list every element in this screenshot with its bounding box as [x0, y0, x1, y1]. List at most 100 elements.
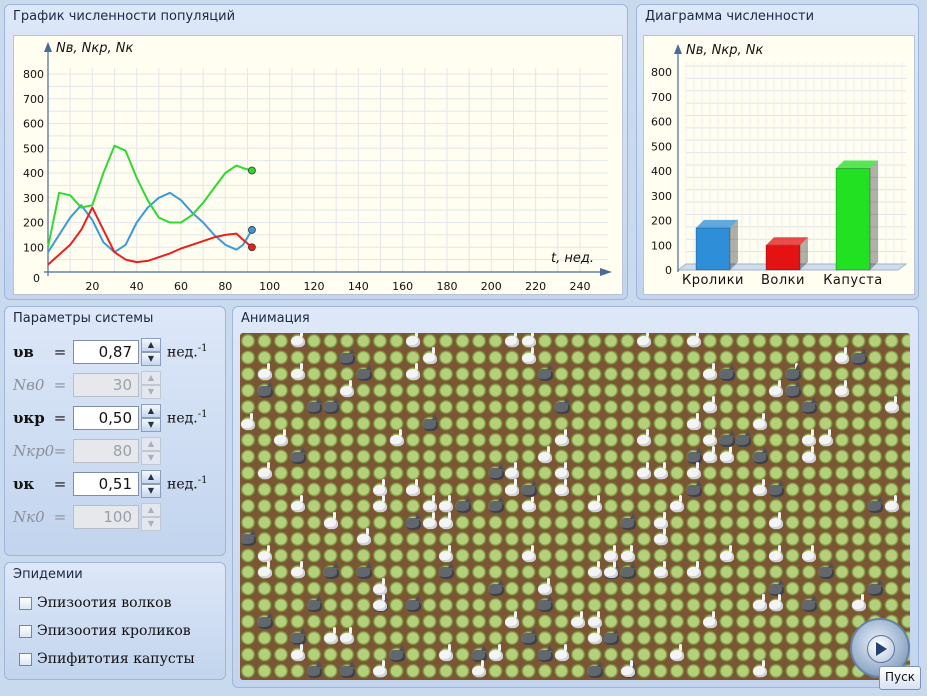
spinner[interactable]: ▲ ▼ — [141, 338, 161, 366]
rabbit-icon — [703, 429, 717, 446]
rabbit-icon — [620, 660, 635, 677]
equals-sign: = — [53, 343, 67, 361]
unit-text: нед. — [167, 410, 198, 427]
spin-down-icon[interactable]: ▼ — [141, 484, 161, 498]
checkbox-cabbage-epiphytotic[interactable]: Эпифитотия капусты — [19, 647, 195, 671]
wolf-icon — [620, 512, 636, 530]
rabbit-icon — [340, 379, 354, 397]
rabbit-icon — [290, 495, 305, 512]
graph-panel: График численности популяций 100 200 300 40… — [4, 4, 628, 300]
bar-top — [696, 219, 738, 228]
rabbit-icon — [769, 379, 783, 397]
checkbox-wolf-epizootic[interactable]: Эпизоотия волков — [19, 591, 172, 615]
rabbit-icon — [571, 610, 585, 628]
epidemics-title: Эпидемии — [13, 567, 83, 582]
rabbit-icon — [439, 511, 453, 529]
rabbit-icon — [373, 577, 387, 595]
spinner: ▲ ▼ — [141, 437, 161, 465]
rabbit-icon — [719, 445, 734, 463]
y-tick-label: 600 — [651, 116, 672, 129]
y-axis-label: Nв, Nкр, Nк — [56, 41, 133, 56]
param-value-field[interactable]: 0,87 — [73, 340, 139, 364]
series-line — [47, 206, 253, 266]
param-rabbit-rate: υв = 0,87 ▲ ▼ нед.-1 — [13, 337, 207, 367]
wolf-icon — [587, 661, 603, 678]
rabbit-icon — [406, 478, 420, 496]
rabbit-icon — [257, 561, 272, 578]
checkbox-box[interactable] — [19, 624, 32, 638]
spin-down-icon[interactable]: ▼ — [141, 352, 161, 366]
spin-down-icon[interactable]: ▼ — [141, 418, 161, 432]
y-axis-arrow — [44, 42, 52, 52]
play-icon[interactable] — [867, 635, 895, 663]
y-tick-label: 300 — [651, 190, 672, 203]
wolf-icon — [340, 661, 355, 678]
wolf-icon — [620, 562, 636, 579]
wolf-icon — [290, 446, 306, 464]
rabbit-icon — [587, 561, 602, 578]
wolf-icon — [686, 479, 702, 497]
checkbox-box[interactable] — [19, 596, 32, 610]
equals-sign: = — [53, 409, 67, 427]
x-axis-label: t, нед. — [551, 251, 594, 266]
rabbit-icon — [554, 429, 569, 446]
wolf-icon — [802, 595, 817, 612]
x-tick-label: 200 — [481, 280, 502, 293]
checkbox-rabbit-epizootic[interactable]: Эпизоотия кроликов — [19, 619, 191, 643]
param-symbol: υв — [13, 343, 34, 361]
series-end-marker — [248, 166, 256, 175]
rabbit-icon — [521, 333, 536, 347]
rabbit-icon — [686, 412, 701, 430]
spin-down-icon: ▼ — [141, 451, 161, 465]
param-value-field: 100 — [73, 505, 139, 529]
wolf-icon — [307, 661, 322, 678]
param-value-field[interactable]: 0,50 — [73, 406, 139, 430]
rabbit-icon — [290, 363, 305, 380]
wolf-icon — [521, 479, 537, 497]
wolf-icon — [323, 397, 339, 414]
rabbit-icon — [835, 379, 849, 397]
rabbit-icon — [439, 643, 453, 661]
rabbit-icon — [554, 643, 569, 661]
param-wolf-initial: Nв0 = 30 ▲ ▼ — [13, 370, 161, 400]
spinner[interactable]: ▲ ▼ — [141, 470, 161, 498]
unit-exponent: -1 — [197, 475, 208, 487]
wolf-icon — [868, 578, 883, 596]
param-wolf-rate: υкр = 0,50 ▲ ▼ нед.-1 — [13, 403, 207, 433]
rabbit-icon — [323, 511, 338, 529]
x-tick-label: 160 — [392, 280, 413, 293]
spinner[interactable]: ▲ ▼ — [141, 404, 161, 432]
start-button[interactable]: Пуск — [879, 666, 921, 690]
param-symbol: Nв0 — [13, 376, 45, 394]
y-tick-label: 400 — [23, 167, 44, 180]
param-value-field: 30 — [73, 373, 139, 397]
spin-up-icon[interactable]: ▲ — [141, 338, 161, 352]
wolf-icon — [521, 628, 537, 645]
rabbit-icon — [241, 412, 255, 430]
x-tick-label: 20 — [85, 280, 99, 293]
rabbit-icon — [521, 544, 536, 562]
param-value-field[interactable]: 0,51 — [73, 472, 139, 496]
x-tick-label: 100 — [259, 280, 280, 293]
rabbit-icon — [521, 346, 536, 364]
bar-front — [766, 245, 800, 270]
spin-up-icon: ▲ — [141, 503, 161, 517]
rabbit-icon — [439, 544, 453, 562]
spin-up-icon[interactable]: ▲ — [141, 470, 161, 484]
series-end-marker — [248, 226, 256, 234]
wolf-icon — [455, 496, 471, 513]
rabbit-icon — [340, 627, 354, 644]
wolf-icon — [719, 364, 735, 381]
category-label: Кролики — [682, 273, 744, 288]
y-tick-label: 300 — [23, 192, 44, 205]
checkbox-box[interactable] — [19, 652, 32, 666]
param-unit: нед.-1 — [167, 409, 207, 427]
spin-up-icon[interactable]: ▲ — [141, 404, 161, 418]
rabbit-icon — [587, 627, 602, 644]
rabbit-icon — [637, 429, 651, 446]
rabbit-icon — [703, 396, 717, 413]
population-bar-chart: 0 100 200 300 400 500 600 700 800 Nв, Nкр, Nк Крол… — [651, 43, 908, 288]
wolf-icon — [472, 644, 487, 662]
rabbit-icon — [554, 478, 569, 496]
rabbit-icon — [686, 333, 701, 347]
